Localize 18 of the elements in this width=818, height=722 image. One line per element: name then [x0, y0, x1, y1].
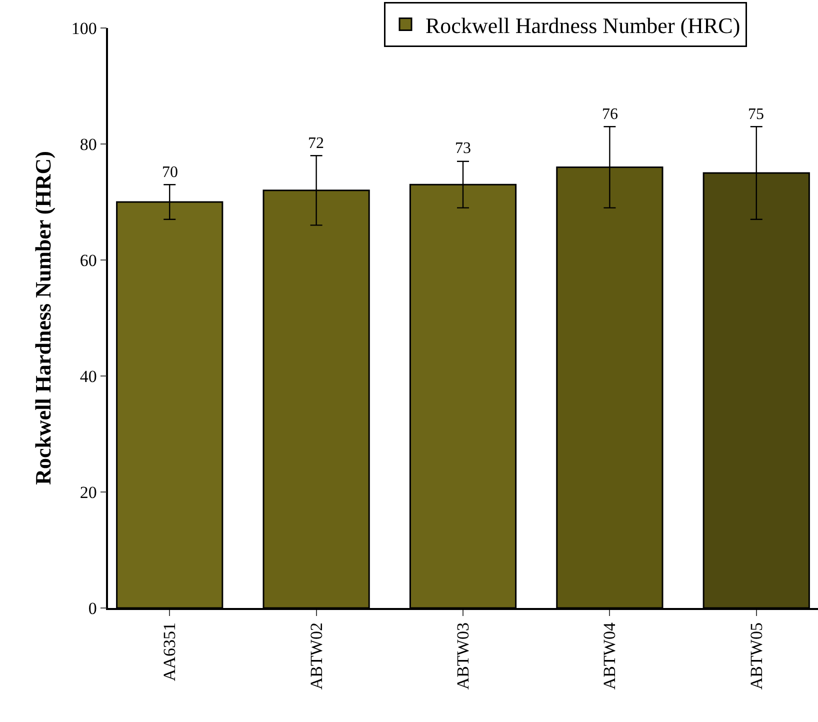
x-tick-label: ABTW04 — [600, 622, 620, 690]
data-label: 73 — [455, 140, 471, 157]
x-tick-label: ABTW02 — [306, 622, 326, 690]
y-tick-label: 40 — [80, 366, 97, 386]
y-tick-label: 100 — [71, 18, 97, 38]
data-label: 70 — [162, 164, 178, 181]
data-label: 76 — [602, 106, 618, 123]
x-tick-label: ABTW05 — [746, 622, 766, 690]
x-tick-label: ABTW03 — [454, 622, 473, 690]
y-tick-label: 80 — [80, 134, 97, 154]
y-axis-title: Rockwell Hardness Number (HRC) — [30, 151, 56, 485]
legend-label: Rockwell Hardness Number (HRC) — [426, 12, 740, 38]
y-tick-label: 20 — [80, 482, 97, 502]
y-tick-label: 60 — [80, 250, 97, 270]
x-tick-label: AA6351 — [160, 622, 180, 682]
data-label: 72 — [308, 135, 324, 152]
y-tick-label: 0 — [88, 598, 97, 618]
data-label: 75 — [748, 106, 764, 123]
